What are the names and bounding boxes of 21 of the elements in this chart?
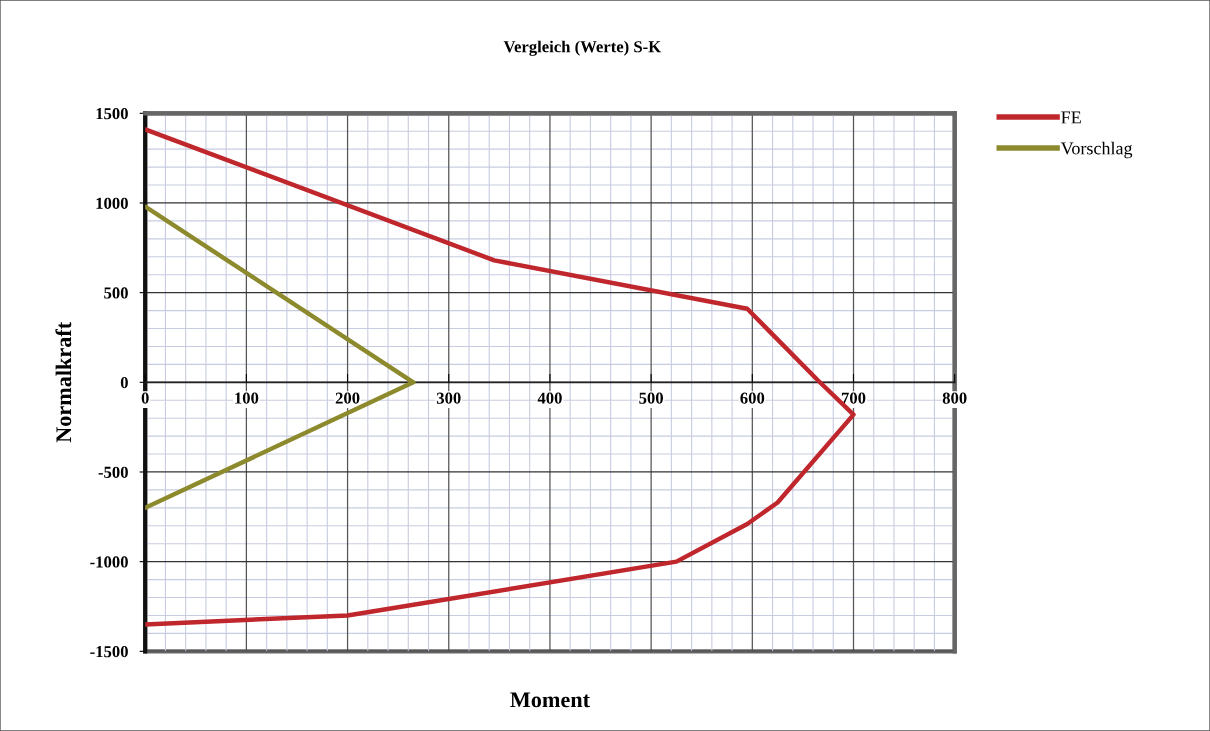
y-axis-title: Normalkraft [55, 321, 72, 443]
x-axis-title: Moment [510, 692, 590, 708]
x-tick-label: 0 [141, 392, 149, 404]
y-tick-label: 1500 [96, 108, 128, 120]
x-tick-label: 600 [740, 392, 765, 404]
x-tick-label: 100 [235, 392, 259, 404]
x-tick-label: 200 [335, 392, 360, 404]
y-tick-label: -500 [98, 466, 128, 478]
x-tick-label: 700 [841, 392, 866, 404]
y-tick-label: 0 [120, 377, 128, 389]
x-tick-label: 300 [436, 392, 461, 404]
legend-label: Vorschlag [1060, 141, 1133, 159]
x-tick-label: 800 [942, 392, 967, 404]
x-tick-label: 400 [537, 392, 562, 404]
y-tick-label: -1500 [90, 646, 128, 658]
legend-label: FE [1061, 111, 1081, 124]
x-tick-label: 500 [639, 392, 663, 404]
y-tick-label: -1000 [90, 556, 128, 568]
y-tick-label: 1000 [96, 197, 128, 209]
chart-title: Vergleich (Werte) S-K [503, 40, 662, 56]
y-tick-label: 500 [104, 287, 128, 299]
